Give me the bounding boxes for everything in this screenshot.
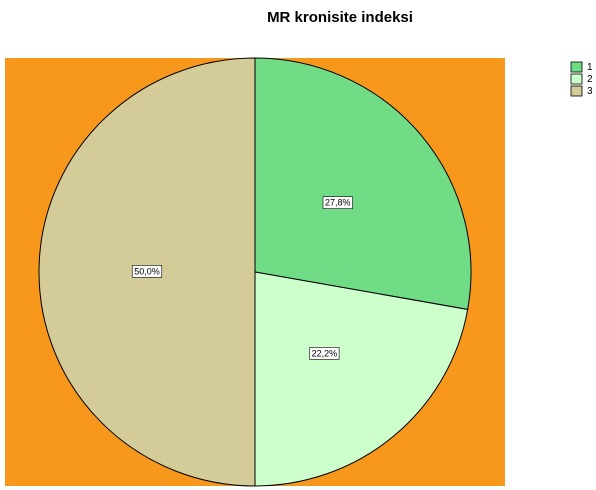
value-label-box — [309, 347, 340, 360]
legend-swatch — [570, 85, 583, 97]
value-label: 27,8% — [325, 198, 351, 208]
chart-title: MR kronisite indeksi — [267, 9, 413, 26]
pie-slice — [254, 57, 472, 311]
pie-slice — [254, 271, 469, 487]
value-label-box — [322, 196, 353, 209]
value-label-box — [131, 265, 163, 278]
legend-swatch — [570, 61, 583, 73]
legend-label: 3 — [587, 86, 593, 97]
legend-label: 1 — [587, 62, 593, 73]
value-label: 50,0% — [134, 266, 160, 276]
legend-swatch — [570, 73, 583, 85]
legend-label: 2 — [587, 74, 593, 85]
value-label: 22,2% — [312, 348, 338, 358]
